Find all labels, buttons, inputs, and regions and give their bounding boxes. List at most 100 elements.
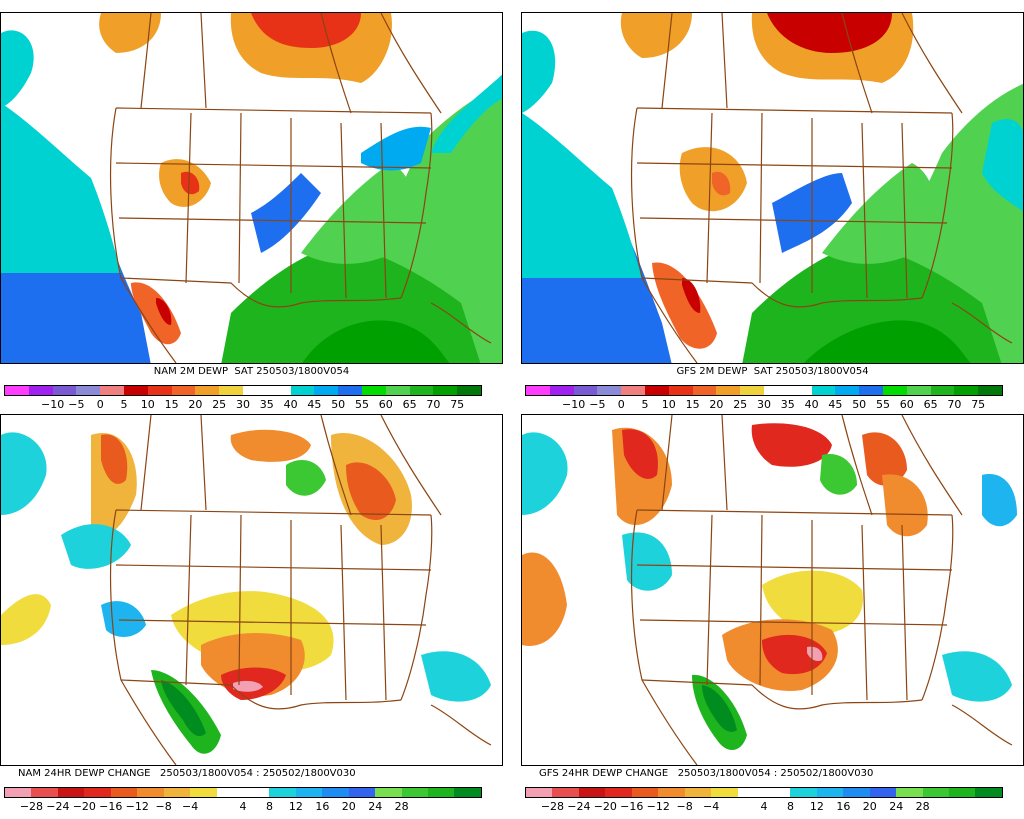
colorbar-ticks: −28 −24 −20 −16 −12 −8 −4 4 8 12 16 20 24 28 (4, 800, 482, 814)
colorbar-tick-label: 20 (341, 800, 356, 813)
colorbar-tick-label: −16 (620, 800, 644, 813)
colorbar-tick-label: 5 (120, 398, 128, 411)
colorbar-tick-label: 20 (188, 398, 203, 411)
colorbar-tick-label: 20 (709, 398, 724, 411)
colorbar-swatch (711, 788, 738, 797)
colorbar-tick-label: 24 (889, 800, 904, 813)
colorbar-swatch (763, 386, 788, 395)
colorbar-tick-label: 50 (852, 398, 867, 411)
map-gfs-24hr-dewp-change (521, 414, 1024, 766)
colorbar-swatch (790, 788, 817, 797)
colorbar-swatch (740, 386, 764, 395)
colorbar-swatch (361, 386, 386, 395)
colorbar-swatch (975, 788, 1002, 797)
colorbar-tick-label: 30 (757, 398, 771, 411)
colorbar-swatch (869, 788, 897, 797)
colorbar-swatch (5, 386, 29, 395)
colorbar-tick-label: 65 (923, 398, 938, 411)
colorbar-tick-label: 8 (786, 800, 794, 813)
colorbar-tick-label: −24 (46, 800, 70, 813)
colorbar-swatch (526, 788, 553, 797)
colorbar-tick-label: −24 (567, 800, 591, 813)
colorbar-swatch (811, 386, 836, 395)
colorbar-tick-label: 25 (212, 398, 227, 411)
colorbar-swatch (457, 386, 481, 395)
colorbar-tick-label: −28 (540, 800, 565, 813)
colorbar-swatch (171, 386, 196, 395)
colorbar-swatch (859, 386, 883, 395)
colorbar-swatch (684, 788, 712, 797)
colorbar-tick-label: 4 (239, 800, 247, 813)
colorbar-swatch (401, 788, 428, 797)
colorbar-tick-label: −4 (703, 800, 720, 813)
colorbar-swatch (348, 788, 376, 797)
colorbar-ticks: −10 −5 0 5 10 15 20 25 30 35 40 45 50 55 60 65 70 75 (525, 398, 1003, 412)
colorbar-swatch (896, 788, 923, 797)
colorbar-swatch (954, 386, 979, 395)
colorbar-swatch (147, 386, 172, 395)
colorbar (525, 787, 1003, 798)
colorbar-swatch (787, 386, 812, 395)
colorbar-swatch (552, 788, 579, 797)
colorbar-swatch (658, 788, 685, 797)
colorbar-tick-label: 15 (685, 398, 700, 411)
colorbar-tick-label: 50 (331, 398, 346, 411)
colorbar-tick-label: −5 (68, 398, 85, 411)
colorbar-tick-label: 12 (288, 800, 303, 813)
colorbar-swatch (375, 788, 402, 797)
colorbar-swatch (266, 386, 291, 395)
colorbar-tick-label: 0 (96, 398, 104, 411)
colorbar-swatch (597, 386, 622, 395)
colorbar-tick-label: 55 (355, 398, 369, 411)
colorbar-swatch (573, 386, 598, 395)
colorbar-tick-label: 10 (661, 398, 676, 411)
colorbar-swatch (621, 386, 645, 395)
panel-nam-2m-dewp: NAM 2M DEWP SAT 250503/1800V054 −10 −5 0 5 1… (0, 12, 503, 417)
colorbar-tick-label: −12 (646, 800, 670, 813)
colorbar-tick-label: −4 (182, 800, 199, 813)
panel-caption: NAM 24HR DEWP CHANGE 250503/1800V054 : 2… (18, 768, 356, 779)
colorbar-tick-label: 16 (315, 800, 330, 813)
colorbar-swatch (949, 788, 976, 797)
colorbar-swatch (605, 788, 632, 797)
panel-gfs-24hr-dewp-change: GFS 24HR DEWP CHANGE 250503/1800V054 : 2… (521, 414, 1024, 819)
colorbar-ticks: −10 −5 0 5 10 15 20 25 30 35 40 45 50 55 60 65 70 75 (4, 398, 482, 412)
colorbar-swatch (668, 386, 693, 395)
colorbar-swatch (5, 788, 32, 797)
colorbar-tick-label: 20 (862, 800, 877, 813)
colorbar-swatch (578, 788, 606, 797)
colorbar-tick-label: 16 (836, 800, 851, 813)
colorbar-swatch (100, 386, 124, 395)
colorbar-tick-label: 55 (876, 398, 890, 411)
colorbar-swatch (526, 386, 550, 395)
colorbar-tick-label: 35 (780, 398, 795, 411)
colorbar-tick-label: 40 (804, 398, 819, 411)
colorbar-tick-label: 4 (760, 800, 768, 813)
colorbar-tick-label: −10 (40, 398, 65, 411)
colorbar-tick-label: −12 (125, 800, 149, 813)
colorbar-tick-label: −10 (561, 398, 586, 411)
colorbar-tick-label: 35 (259, 398, 274, 411)
colorbar-tick-label: −20 (72, 800, 96, 813)
colorbar-swatch (338, 386, 362, 395)
map-nam-24hr-dewp-change (0, 414, 503, 766)
colorbar-swatch (28, 386, 53, 395)
colorbar-swatch (216, 788, 243, 797)
colorbar-swatch (716, 386, 741, 395)
colorbar-swatch (644, 386, 669, 395)
colorbar-tick-label: 10 (140, 398, 155, 411)
colorbar-tick-label: 15 (164, 398, 179, 411)
panel-nam-24hr-dewp-change: NAM 24HR DEWP CHANGE 250503/1800V054 : 2… (0, 414, 503, 819)
colorbar-tick-label: −16 (99, 800, 123, 813)
colorbar-swatch (922, 788, 949, 797)
colorbar-swatch (123, 386, 148, 395)
colorbar-tick-label: 65 (402, 398, 417, 411)
colorbar-swatch (84, 788, 111, 797)
colorbar-swatch (882, 386, 907, 395)
colorbar-tick-label: 0 (617, 398, 625, 411)
colorbar-swatch (322, 788, 349, 797)
panel-gfs-2m-dewp: GFS 2M DEWP SAT 250503/1800V054 −10 −5 0 5 1… (521, 12, 1024, 417)
panel-caption: GFS 24HR DEWP CHANGE 250503/1800V054 : 2… (539, 768, 874, 779)
colorbar-swatch (428, 788, 455, 797)
colorbar-tick-label: 60 (899, 398, 914, 411)
